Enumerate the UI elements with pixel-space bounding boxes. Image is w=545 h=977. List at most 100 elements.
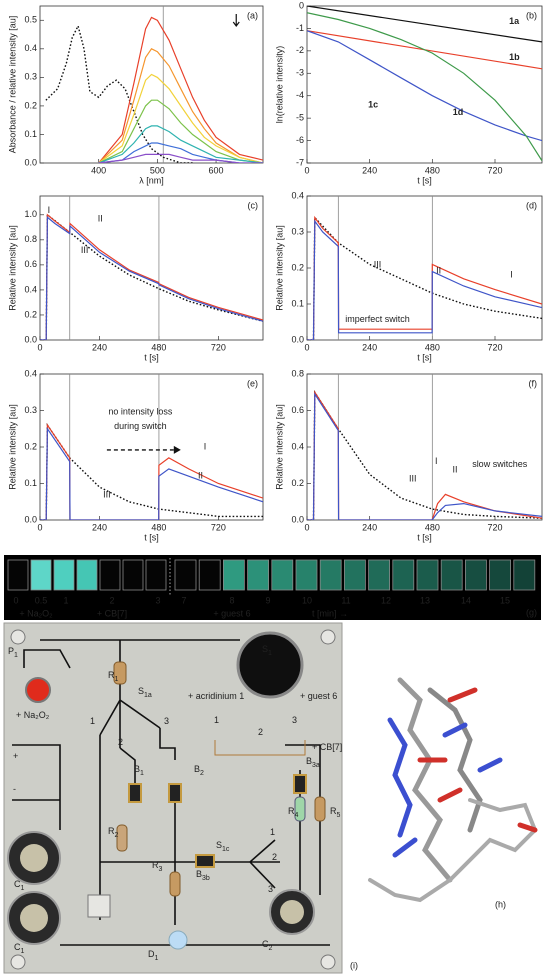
molecule — [368, 677, 538, 903]
time-label: 0.5 — [35, 595, 48, 605]
series-line — [45, 24, 193, 163]
x-tick-label: 720 — [487, 165, 502, 175]
annotation: II — [436, 265, 441, 275]
series-line — [40, 213, 263, 340]
label-main: + — [13, 751, 18, 761]
time-label: 2 — [109, 595, 114, 605]
x-axis-label: t [s] — [144, 532, 159, 542]
led — [168, 930, 188, 950]
circuit-label: + Na₂O₂ — [16, 710, 50, 720]
cuvette — [489, 559, 512, 591]
circuit-label: S1a — [138, 686, 152, 698]
y-tick-label: 0.6 — [291, 405, 304, 415]
label-sub: 1c — [222, 846, 230, 853]
series-label: 1b — [509, 52, 520, 62]
bridge — [195, 854, 215, 868]
y-tick-label: 0.0 — [291, 334, 304, 344]
plot-frame — [39, 373, 264, 521]
addition-label: + CB[7] — [97, 608, 127, 618]
y-tick-label: 0.4 — [24, 284, 37, 294]
time-label: 13 — [420, 595, 430, 605]
x-tick-label: 480 — [425, 165, 440, 175]
circuit-label: B1 — [134, 764, 144, 776]
y-axis-label: Relative intensity [au] — [274, 225, 284, 311]
label-main: S — [138, 686, 144, 696]
circuit-label: + acridinium 1 — [188, 691, 244, 701]
series-line — [307, 6, 542, 43]
time-label: 3 — [155, 595, 160, 605]
annotation: III — [81, 245, 89, 255]
y-tick-label: 0 — [299, 0, 304, 10]
y-tick-label: 0.0 — [24, 334, 37, 344]
label-main: 2 — [118, 737, 123, 747]
y-axis-label: Relative intensity [au] — [274, 404, 284, 490]
cuvette — [247, 559, 270, 591]
knob — [236, 631, 304, 699]
cuvette — [392, 559, 415, 591]
y-tick-label: 0.8 — [291, 368, 304, 378]
time-label: 8 — [229, 595, 234, 605]
y-tick-label: 0.3 — [24, 72, 37, 82]
circuit-board — [3, 622, 343, 974]
y-tick-label: -4 — [296, 90, 304, 100]
series-line — [40, 213, 263, 340]
annotation: II — [453, 465, 458, 475]
molecule-bonds — [397, 677, 453, 883]
series-line — [307, 392, 542, 520]
cuvette — [7, 559, 29, 591]
wire — [99, 640, 161, 748]
series-group — [307, 389, 542, 520]
capacitor-top — [280, 900, 304, 924]
bridge — [293, 774, 307, 794]
y-tick-label: 0.5 — [24, 15, 37, 25]
series-line — [98, 125, 263, 163]
resistor — [294, 796, 306, 822]
cuvette — [319, 559, 342, 591]
cuvette — [440, 559, 463, 591]
circuit-label: 2 — [272, 852, 277, 862]
circuit-label: R3 — [152, 860, 163, 872]
x-tick-label: 0 — [37, 342, 42, 352]
y-tick-label: 0.4 — [24, 368, 37, 378]
label-main: R — [108, 670, 115, 680]
circuit-label: B3b — [196, 869, 210, 881]
label-sub: 1 — [140, 770, 144, 777]
x-tick-label: 0 — [304, 342, 309, 352]
annotation: I — [510, 270, 513, 280]
time-label: 12 — [381, 595, 391, 605]
x-axis-label: t [s] — [417, 532, 432, 542]
circuit-label: + — [13, 751, 18, 761]
annotation: I — [48, 205, 51, 215]
time-label: 15 — [500, 595, 510, 605]
annotation: II — [98, 213, 103, 223]
series-line — [40, 423, 263, 520]
circuit-label: C1 — [14, 942, 25, 954]
y-tick-label: 0.0 — [24, 514, 37, 524]
annotation: I — [435, 456, 438, 466]
time-label: 7 — [181, 595, 186, 605]
label-main: S — [262, 644, 268, 654]
circuit-label: R5 — [330, 806, 341, 818]
label-main: C — [14, 942, 21, 952]
meter-icon — [87, 894, 111, 918]
series-group — [40, 422, 263, 520]
x-tick-label: 720 — [487, 522, 502, 532]
y-tick-label: 0.4 — [291, 190, 304, 200]
time-label: 11 — [341, 595, 350, 605]
screw — [10, 629, 26, 645]
addition-label: + guest 6 — [213, 608, 250, 618]
time-label: 1 — [63, 595, 68, 605]
y-tick-label: 0.4 — [24, 43, 37, 53]
y-tick-label: -6 — [296, 135, 304, 145]
resistor — [314, 796, 326, 822]
label-main: S — [216, 840, 222, 850]
series-line — [307, 390, 542, 520]
addition-label: t [min] → — [312, 608, 348, 618]
circuit-label: + guest 6 — [300, 691, 337, 701]
label-sub: 3a — [312, 762, 320, 769]
panel-label: (a) — [247, 10, 258, 20]
circuit-label: 1 — [214, 715, 219, 725]
label-sub: 1 — [115, 676, 119, 683]
series-line — [307, 215, 542, 340]
x-tick-label: 480 — [425, 342, 440, 352]
